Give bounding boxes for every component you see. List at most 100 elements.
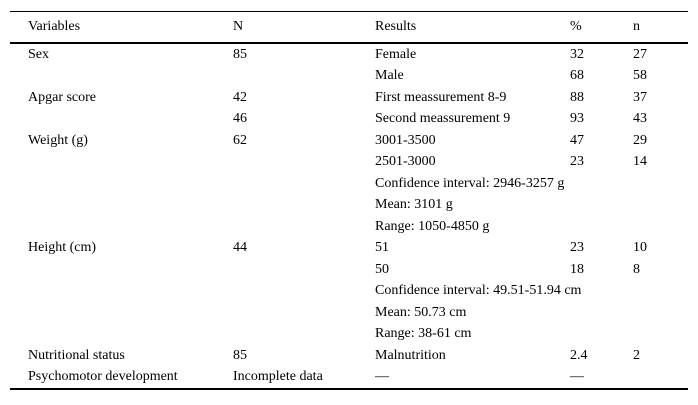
cell-percent bbox=[570, 195, 633, 217]
cell-percent: — bbox=[570, 369, 584, 385]
cell-n-total bbox=[233, 302, 375, 324]
cell-variable: Nutritional status bbox=[28, 347, 125, 363]
cell-percent bbox=[570, 216, 633, 238]
cell-n-total: Incomplete data bbox=[233, 369, 323, 385]
table-row: Psychomotor development Incomplete data — — bbox=[10, 367, 688, 390]
cell-n: 14 bbox=[633, 154, 647, 170]
cell-n-total bbox=[233, 195, 375, 217]
cell-n-total bbox=[233, 66, 375, 88]
cell-variable bbox=[10, 152, 233, 174]
cell-n: 58 bbox=[633, 68, 647, 84]
column-header-n-total: N bbox=[233, 11, 375, 44]
cell-result: Mean: 50.73 cm bbox=[375, 304, 467, 320]
results-table-container: Variables N Results % n Sex 85 Female 32 27 M… bbox=[10, 11, 688, 390]
cell-percent: 88 bbox=[570, 89, 584, 105]
cell-n-total bbox=[233, 281, 375, 303]
column-header-percent: % bbox=[570, 11, 633, 44]
cell-n-total: 85 bbox=[233, 347, 247, 363]
cell-result: Range: 1050-4850 g bbox=[375, 218, 490, 234]
cell-result: Mean: 3101 g bbox=[375, 197, 453, 213]
cell-n: 37 bbox=[633, 89, 647, 105]
cell-n-total: 42 bbox=[233, 89, 247, 105]
cell-n-total: 44 bbox=[233, 240, 247, 256]
cell-n bbox=[633, 281, 688, 303]
cell-result: 50 bbox=[375, 261, 389, 277]
cell-n-total bbox=[233, 216, 375, 238]
cell-result: 51 bbox=[375, 240, 389, 256]
cell-percent: 47 bbox=[570, 132, 584, 148]
cell-variable bbox=[10, 324, 233, 346]
cell-variable: Sex bbox=[28, 46, 49, 62]
table-row: Mean: 3101 g bbox=[10, 195, 688, 217]
cell-result: 2501-3000 bbox=[375, 154, 436, 170]
table-row: 50 18 8 bbox=[10, 259, 688, 281]
cell-percent bbox=[570, 324, 633, 346]
cell-n bbox=[633, 216, 688, 238]
cell-n-total bbox=[233, 152, 375, 174]
cell-n bbox=[633, 195, 688, 217]
cell-variable bbox=[10, 259, 233, 281]
table-row: Male 68 58 bbox=[10, 66, 688, 88]
cell-percent bbox=[570, 302, 633, 324]
cell-n: 10 bbox=[633, 240, 647, 256]
cell-n-total bbox=[233, 173, 375, 195]
cell-percent: 18 bbox=[570, 261, 584, 277]
cell-variable bbox=[10, 216, 233, 238]
table-row: Apgar score 42 First meassurement 8-9 88 37 bbox=[10, 87, 688, 109]
cell-variable: Psychomotor development bbox=[28, 369, 178, 385]
table-header-row: Variables N Results % n bbox=[10, 11, 688, 44]
cell-variable bbox=[10, 281, 233, 303]
table-body: Sex 85 Female 32 27 Male 68 58 Apgar score 42 Firs… bbox=[10, 43, 688, 389]
table-row: Range: 1050-4850 g bbox=[10, 216, 688, 238]
table-header: Variables N Results % n bbox=[10, 11, 688, 44]
cell-result: Second meassurement 9 bbox=[375, 111, 511, 127]
cell-n bbox=[633, 324, 688, 346]
cell-n-total bbox=[233, 259, 375, 281]
cell-n: 8 bbox=[633, 261, 640, 277]
cell-result: Confidence interval: 2946-3257 g bbox=[375, 175, 565, 191]
cell-result: Female bbox=[375, 46, 417, 62]
cell-result: Range: 38-61 cm bbox=[375, 326, 472, 342]
cell-result: Malnutrition bbox=[375, 347, 446, 363]
cell-percent: 32 bbox=[570, 46, 584, 62]
table-row: Nutritional status 85 Malnutrition 2.4 2 bbox=[10, 345, 688, 367]
column-header-variables: Variables bbox=[10, 11, 233, 44]
cell-result: Confidence interval: 49.51-51.94 cm bbox=[375, 283, 582, 299]
column-header-results: Results bbox=[375, 11, 570, 44]
cell-variable: Apgar score bbox=[28, 89, 97, 105]
cell-result: Male bbox=[375, 68, 404, 84]
cell-n bbox=[633, 302, 688, 324]
cell-result: 3001-3500 bbox=[375, 132, 436, 148]
cell-n-total: 46 bbox=[233, 111, 247, 127]
cell-variable bbox=[10, 302, 233, 324]
cell-n bbox=[633, 367, 688, 390]
cell-variable: Weight (g) bbox=[28, 132, 88, 148]
cell-n-total: 62 bbox=[233, 132, 247, 148]
cell-percent: 23 bbox=[570, 240, 584, 256]
cell-percent: 23 bbox=[570, 154, 584, 170]
cell-result: First meassurement 8-9 bbox=[375, 89, 507, 105]
table-row: Mean: 50.73 cm bbox=[10, 302, 688, 324]
cell-n: 27 bbox=[633, 46, 647, 62]
cell-n-total: 85 bbox=[233, 46, 247, 62]
cell-variable bbox=[10, 195, 233, 217]
cell-variable bbox=[10, 66, 233, 88]
cell-n: 29 bbox=[633, 132, 647, 148]
cell-percent: 68 bbox=[570, 68, 584, 84]
table-row: Sex 85 Female 32 27 bbox=[10, 43, 688, 66]
table-row: Range: 38-61 cm bbox=[10, 324, 688, 346]
cell-result: — bbox=[375, 369, 389, 385]
table-row: Confidence interval: 49.51-51.94 cm bbox=[10, 281, 688, 303]
cell-n: 43 bbox=[633, 111, 647, 127]
table-row: 46 Second meassurement 9 93 43 bbox=[10, 109, 688, 131]
cell-n: 2 bbox=[633, 347, 640, 363]
cell-variable bbox=[10, 173, 233, 195]
table-row: Confidence interval: 2946-3257 g bbox=[10, 173, 688, 195]
column-header-n: n bbox=[633, 11, 688, 44]
cell-percent: 93 bbox=[570, 111, 584, 127]
table-row: Weight (g) 62 3001-3500 47 29 bbox=[10, 130, 688, 152]
cell-percent: 2.4 bbox=[570, 347, 588, 363]
table-row: Height (cm) 44 51 23 10 bbox=[10, 238, 688, 260]
cell-n bbox=[633, 173, 688, 195]
cell-percent bbox=[570, 173, 633, 195]
